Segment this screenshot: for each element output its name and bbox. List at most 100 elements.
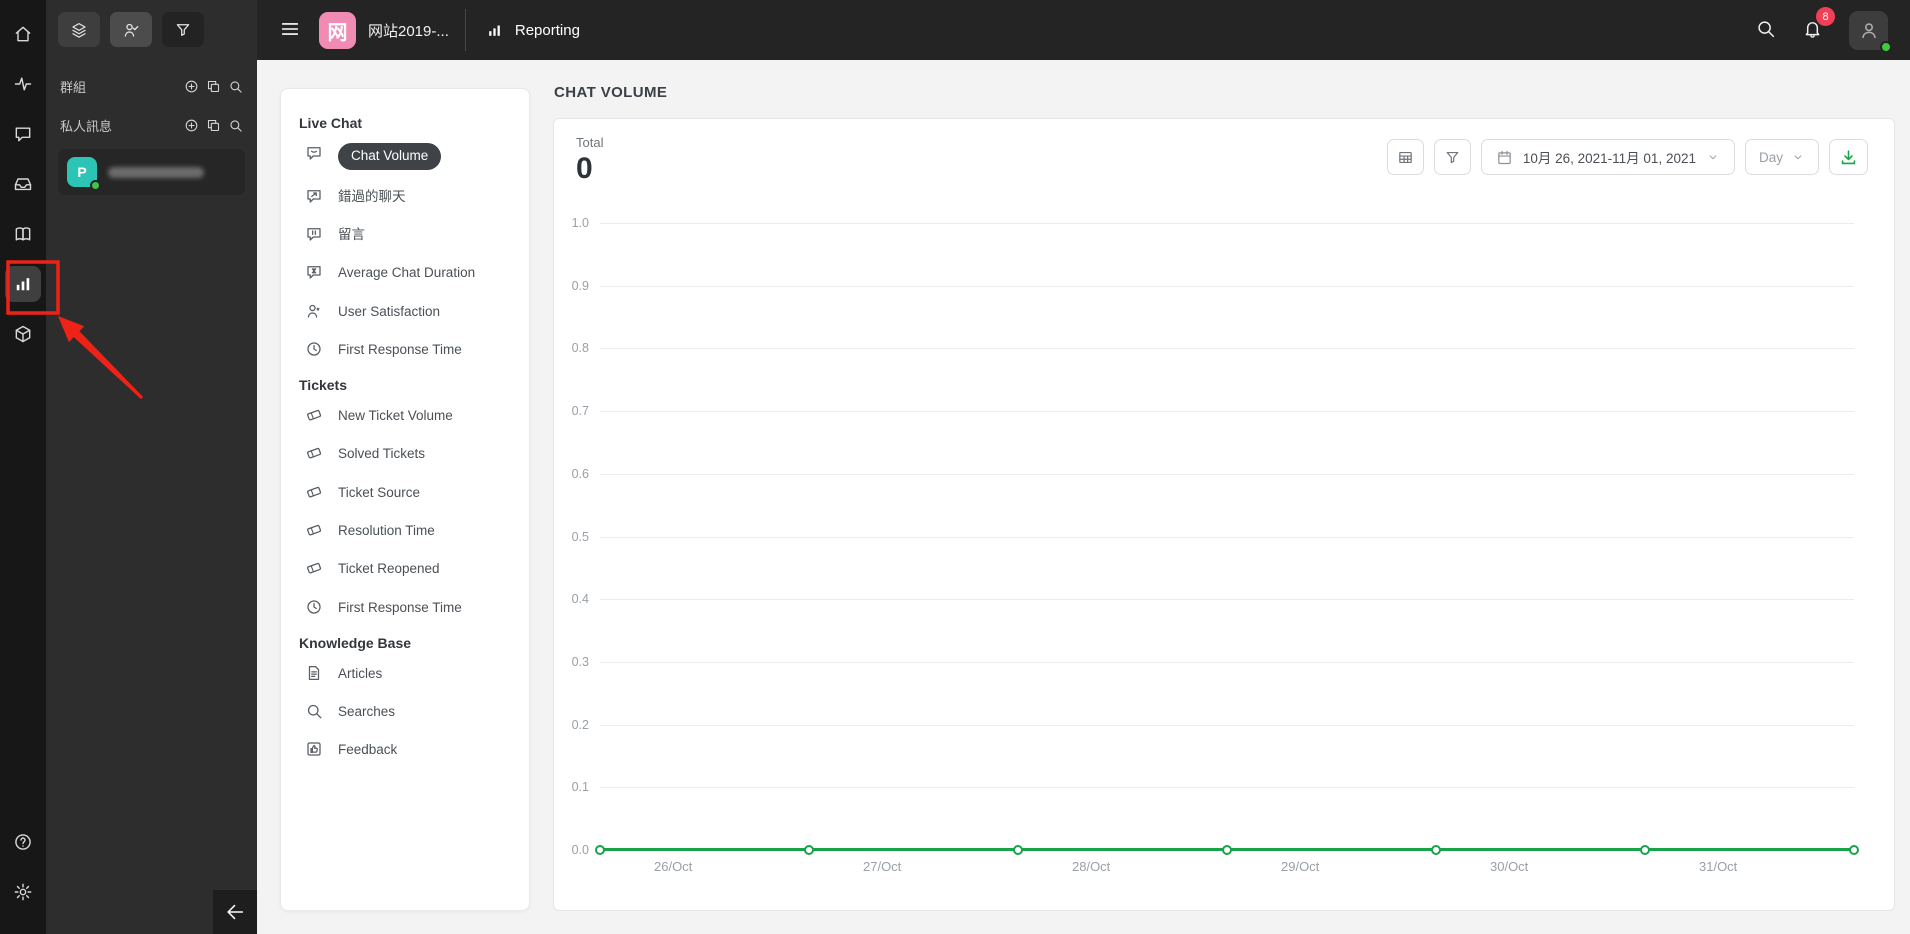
page-title: Reporting <box>514 21 580 39</box>
menu-item-first-response-time[interactable]: First Response Time <box>299 589 511 627</box>
user-star-icon <box>305 302 323 320</box>
menu-item-錯過的聊天[interactable]: 錯過的聊天 <box>299 178 511 216</box>
user-check-icon <box>122 21 140 39</box>
gear-icon <box>13 882 33 902</box>
ticket-icon <box>305 444 323 462</box>
rail-gear-button[interactable] <box>5 874 41 910</box>
rail-home-button[interactable] <box>5 16 41 52</box>
rail-help-button[interactable] <box>5 824 41 860</box>
filter-assigned-button[interactable] <box>110 12 152 47</box>
date-range-picker[interactable]: 10月 26, 2021-11月 01, 2021 <box>1480 139 1735 175</box>
bell-icon <box>1802 18 1823 39</box>
x-axis-tick: 28/Oct <box>1071 859 1111 874</box>
collapse-panel-button[interactable] <box>213 890 257 934</box>
y-axis-tick: 0.1 <box>571 780 589 795</box>
rail-pulse-button[interactable] <box>5 66 41 102</box>
clock-icon <box>305 598 323 616</box>
data-point-28/Oct[interactable] <box>1013 845 1023 855</box>
file-doc-icon <box>305 664 323 682</box>
y-axis-tick: 0.3 <box>571 654 589 669</box>
total-value: 0 <box>576 152 593 185</box>
topbar-separator <box>464 9 466 51</box>
table-view-button[interactable] <box>1386 139 1424 175</box>
menu-item-average-chat-duration[interactable]: Average Chat Duration <box>299 254 511 292</box>
add-group-icon[interactable] <box>184 79 199 94</box>
gridline <box>600 536 1854 538</box>
data-point-26/Oct[interactable] <box>595 845 605 855</box>
menu-item-first-response-time[interactable]: First Response Time <box>299 331 511 369</box>
chart-card: Total 0 10月 26, 2021-11月 01, 2021 Day <box>553 118 1895 911</box>
menu-item-feedback[interactable]: Feedback <box>299 731 511 769</box>
menu-item-label: Solved Tickets <box>338 446 426 462</box>
menu-item-ticket-reopened[interactable]: Ticket Reopened <box>299 550 511 588</box>
chat-message-icon <box>305 225 323 243</box>
ticket-icon <box>305 483 323 501</box>
data-point-29/Oct[interactable] <box>1222 845 1232 855</box>
download-button[interactable] <box>1829 139 1868 175</box>
search-icon <box>1755 18 1776 39</box>
copy-dm-icon[interactable] <box>206 118 221 133</box>
page-title-group: Reporting <box>486 22 580 39</box>
conversations-panel: 群組 私人訊息 P <box>46 0 257 934</box>
y-axis-tick: 0.9 <box>571 278 589 293</box>
inbox-icon <box>13 174 33 194</box>
profile-button[interactable] <box>1849 10 1892 53</box>
chat-volume-chart: 1.0 0.9 0.8 0.7 0.6 0.5 0.4 0.3 0.2 0.1 0.0 26/Oct 2… <box>572 216 1859 874</box>
menu-item-chat-volume[interactable]: Chat Volume <box>299 135 511 178</box>
filter-button[interactable] <box>1433 139 1471 175</box>
app-rail <box>0 0 46 934</box>
dm-label: 私人訊息 <box>60 119 113 134</box>
groups-label: 群組 <box>60 80 87 95</box>
chat-missed-icon <box>305 187 323 205</box>
x-axis-tick: 31/Oct <box>1698 859 1738 874</box>
profile-online-dot <box>1880 40 1892 53</box>
funnel-icon <box>174 21 192 39</box>
filter-all-button[interactable] <box>58 12 100 47</box>
menu-item-label: First Response Time <box>338 599 462 615</box>
rail-top-icons <box>5 16 41 366</box>
search-dm-icon[interactable] <box>228 118 243 133</box>
copy-icon[interactable] <box>206 79 221 94</box>
search-button[interactable] <box>1755 18 1776 42</box>
rail-bar-chart-button[interactable] <box>5 266 41 302</box>
data-point-01/Nov[interactable] <box>1849 845 1859 855</box>
rail-bottom-icons <box>5 824 41 924</box>
rail-inbox-button[interactable] <box>5 166 41 202</box>
menu-item-resolution-time[interactable]: Resolution Time <box>299 512 511 550</box>
hamburger-menu-button[interactable] <box>279 18 301 43</box>
menu-item-label: Ticket Source <box>338 484 421 500</box>
search-groups-icon[interactable] <box>228 79 243 94</box>
menu-item-searches[interactable]: Searches <box>299 693 511 731</box>
menu-section-title: Knowledge Base <box>299 634 412 651</box>
menu-item-user-satisfaction[interactable]: User Satisfaction <box>299 293 511 331</box>
rail-chat-button[interactable] <box>5 116 41 152</box>
data-point-31/Oct[interactable] <box>1640 845 1650 855</box>
download-icon <box>1839 148 1858 167</box>
granularity-select[interactable]: Day <box>1744 139 1819 175</box>
total-label: Total <box>576 135 604 150</box>
filter-funnel-button[interactable] <box>162 12 204 47</box>
rail-cube-button[interactable] <box>5 316 41 352</box>
workspace-name[interactable]: 网站2019-... <box>368 22 449 40</box>
add-dm-icon[interactable] <box>184 118 199 133</box>
rail-book-button[interactable] <box>5 216 41 252</box>
menu-item-留言[interactable]: 留言 <box>299 216 511 254</box>
chart-toolbar: 10月 26, 2021-11月 01, 2021 Day <box>1386 139 1868 175</box>
menu-item-articles[interactable]: Articles <box>299 655 511 693</box>
granularity-value: Day <box>1758 149 1783 165</box>
menu-item-ticket-source[interactable]: Ticket Source <box>299 474 511 512</box>
data-point-27/Oct[interactable] <box>804 845 814 855</box>
workspace-logo[interactable]: 网 <box>319 11 356 49</box>
gridline <box>600 661 1854 663</box>
menu-section-title: Live Chat <box>299 115 363 131</box>
menu-item-new-ticket-volume[interactable]: New Ticket Volume <box>299 397 511 435</box>
conversation-item[interactable]: P <box>58 149 245 195</box>
help-icon <box>13 832 33 852</box>
menu-item-solved-tickets[interactable]: Solved Tickets <box>299 435 511 473</box>
x-axis-tick: 29/Oct <box>1280 859 1320 874</box>
notifications-button[interactable]: 8 <box>1802 7 1835 42</box>
main-content: CHAT VOLUME Live Chat Chat Volume 錯過的聊天 留言 A… <box>257 60 1910 934</box>
data-point-30/Oct[interactable] <box>1431 845 1441 855</box>
chevron-down-icon <box>1791 150 1805 164</box>
gridline <box>600 285 1854 287</box>
